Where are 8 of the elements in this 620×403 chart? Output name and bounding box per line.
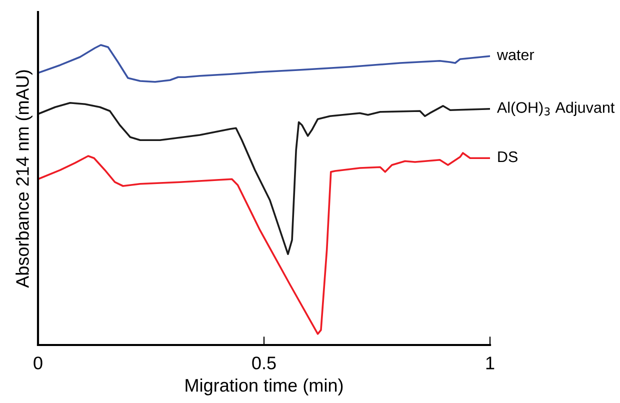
y-axis-title: Absorbance 214 nm (mAU) xyxy=(16,70,32,288)
x-axis-title: Migration time (min) xyxy=(186,378,343,396)
x-tick-label: 0.5 xyxy=(252,356,276,370)
x-tick-label: 1 xyxy=(486,356,494,370)
series-label: water xyxy=(496,50,534,60)
series-label: Al(OH)$_{3}$ Adjuvant xyxy=(496,102,615,116)
x-tick-label: 0 xyxy=(34,356,42,370)
series-label: DS xyxy=(498,151,518,162)
